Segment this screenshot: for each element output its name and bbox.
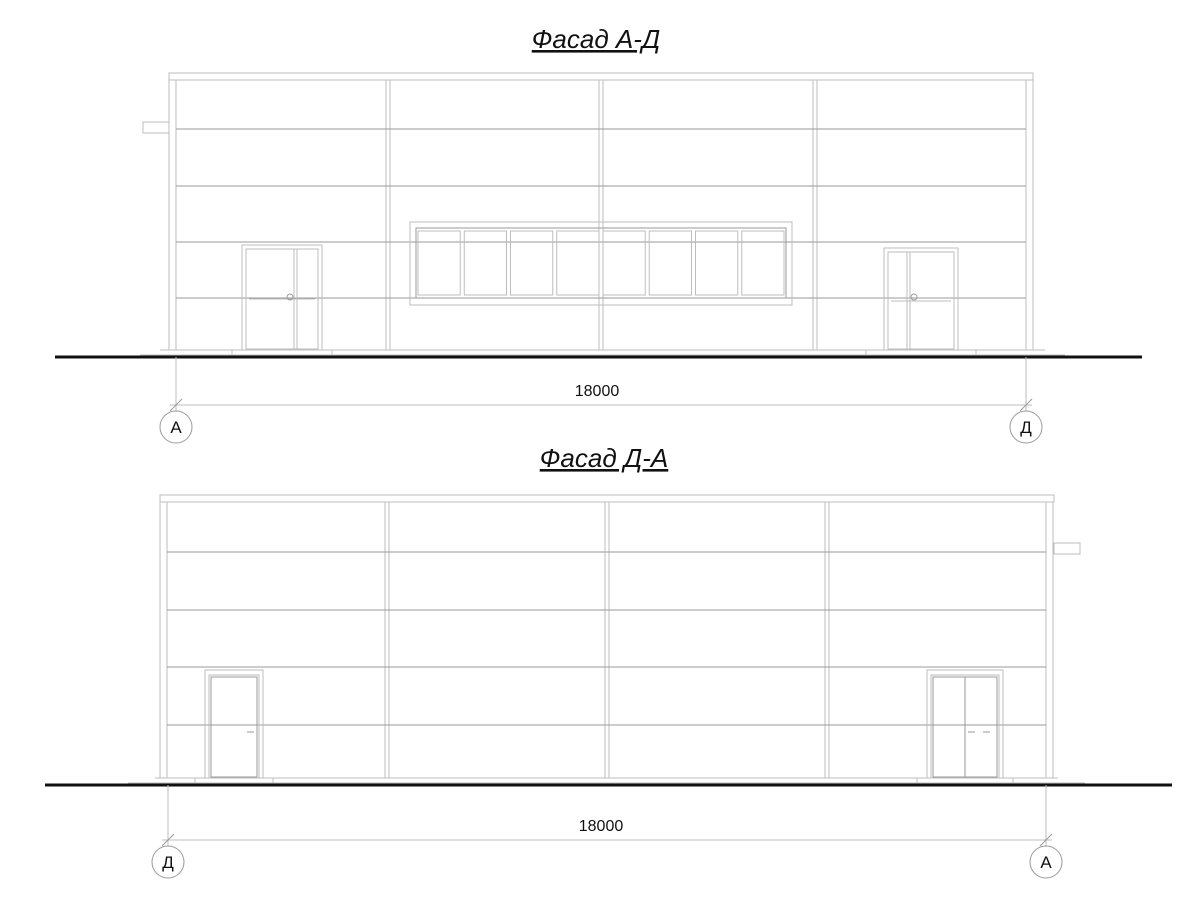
door-right xyxy=(926,669,1004,779)
canopy-element xyxy=(1053,542,1081,555)
window-pane xyxy=(510,230,554,296)
window-pane xyxy=(463,230,507,296)
panel-lines xyxy=(167,551,1046,726)
facade-a-d: Фасад А-Д xyxy=(55,24,1142,444)
door-handle-icon xyxy=(286,293,294,301)
window-pane xyxy=(648,230,692,296)
window-pane xyxy=(695,230,739,296)
door-left xyxy=(204,669,264,779)
door-right xyxy=(883,247,959,351)
panel-lines xyxy=(176,128,1026,299)
dimension-value: 18000 xyxy=(579,818,624,835)
axis-label: Д xyxy=(1020,418,1032,437)
building-outline xyxy=(142,72,1034,350)
facade-title: Фасад А-Д xyxy=(532,24,661,54)
door-handle-icon xyxy=(910,293,918,301)
window-pane xyxy=(741,230,785,296)
canopy-element xyxy=(142,121,170,134)
columns xyxy=(385,80,818,350)
dimension-line: 18000 xyxy=(161,785,1053,847)
dimension-value: 18000 xyxy=(575,383,620,400)
facade-d-a: Фасад Д-А xyxy=(45,443,1172,879)
axis-label: Д xyxy=(162,853,174,872)
axis-marker-right: Д xyxy=(1009,410,1043,444)
axis-label: А xyxy=(1040,853,1052,872)
plinth xyxy=(128,777,1085,784)
columns xyxy=(384,502,830,778)
window-pane xyxy=(556,230,600,296)
axis-marker-right: А xyxy=(1029,845,1063,879)
dimension-line: 18000 xyxy=(169,357,1033,412)
axis-marker-left: А xyxy=(159,410,193,444)
window-pane xyxy=(417,230,461,296)
window-band xyxy=(409,221,793,306)
axis-marker-left: Д xyxy=(151,845,185,879)
axis-label: А xyxy=(170,418,182,437)
plinth xyxy=(140,349,1065,356)
window-pane xyxy=(602,230,646,296)
facade-title: Фасад Д-А xyxy=(540,443,669,473)
building-outline xyxy=(159,494,1081,778)
